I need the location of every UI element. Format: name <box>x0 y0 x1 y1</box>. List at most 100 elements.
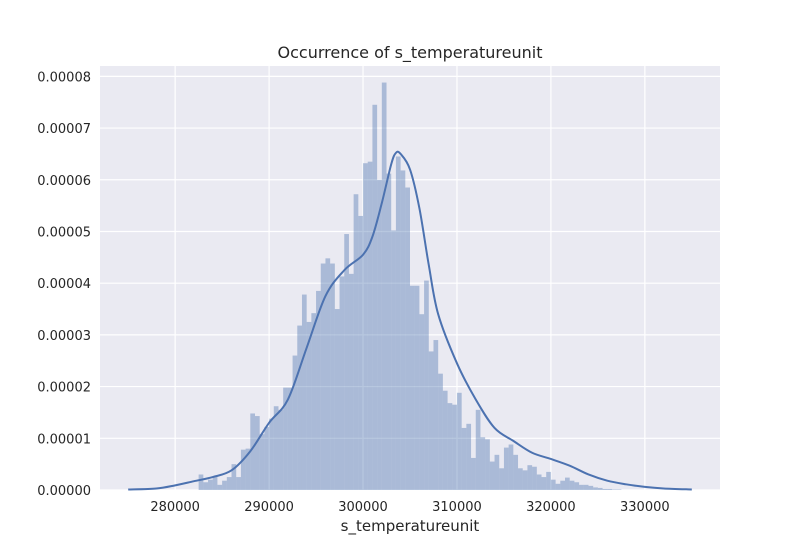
histogram-bar <box>489 461 495 490</box>
histogram-bar <box>292 355 298 490</box>
histogram-bar <box>203 482 209 490</box>
histogram-bar <box>569 480 575 490</box>
histogram-bar <box>428 351 434 490</box>
histogram-bar <box>433 340 439 490</box>
histogram-bar <box>377 179 382 490</box>
histogram-bar <box>320 263 326 490</box>
histogram-bar <box>405 187 410 490</box>
histogram-bar <box>541 477 547 490</box>
histogram-bar <box>579 484 584 490</box>
histogram-bar <box>414 285 420 490</box>
histogram-bar <box>597 487 603 490</box>
histogram-bar <box>442 390 448 490</box>
histogram-bar <box>616 489 622 490</box>
histogram-bar <box>456 392 462 490</box>
histogram-bar <box>269 418 274 490</box>
histogram-bar <box>306 321 312 490</box>
histogram-bar <box>283 387 288 490</box>
histogram-bar <box>334 309 340 490</box>
histogram-bar <box>400 170 406 490</box>
x-tick-label: 290000 <box>244 500 294 515</box>
histogram-bar <box>602 488 608 490</box>
histogram-bar <box>438 373 443 490</box>
y-tick-label: 0.00005 <box>37 225 91 240</box>
histogram-bar <box>367 161 373 490</box>
histogram-bar <box>494 454 500 490</box>
histogram-bar <box>611 489 617 490</box>
histogram-bar <box>386 173 392 491</box>
histogram-bar <box>550 479 556 490</box>
x-tick-label: 330000 <box>620 500 670 515</box>
histogram-bar <box>240 449 246 490</box>
histogram-bar <box>485 439 490 490</box>
x-tick-label: 310000 <box>432 500 482 515</box>
histogram-bar <box>358 215 364 490</box>
histogram-bar <box>536 474 542 490</box>
histogram-bar <box>231 464 237 490</box>
histogram-bar <box>546 471 551 490</box>
histogram-bar <box>391 230 396 491</box>
histogram-bar <box>588 485 594 490</box>
histogram-bar <box>217 484 223 490</box>
histogram-bar <box>461 427 467 490</box>
histogram-bar <box>363 163 368 490</box>
histogram-bar <box>447 403 453 490</box>
x-tick-label: 320000 <box>526 500 576 515</box>
y-tick-label: 0.00007 <box>37 122 91 137</box>
histogram-bar <box>245 448 251 490</box>
histogram-bar <box>325 258 331 490</box>
histogram-bar <box>513 454 519 490</box>
grid-lines <box>100 66 720 491</box>
y-tick-label: 0.00003 <box>37 329 91 344</box>
histogram-bar <box>499 468 504 490</box>
histogram-bar <box>255 416 260 490</box>
histogram-bar <box>480 437 486 490</box>
histogram-bar <box>419 314 425 490</box>
histogram-bar <box>287 387 293 490</box>
histogram-bar <box>222 480 227 490</box>
histogram-bar <box>297 325 302 490</box>
x-axis-title: s_temperatureunit <box>341 517 480 536</box>
histogram-bar <box>518 468 523 490</box>
y-tick-label: 0.00006 <box>37 174 91 189</box>
histogram-bar <box>208 479 213 490</box>
y-tick-label: 0.00001 <box>37 432 91 447</box>
x-tick-label: 280000 <box>150 500 200 515</box>
y-tick-label: 0.00008 <box>37 70 91 85</box>
histogram-bar <box>372 104 378 490</box>
histogram-bar <box>607 488 612 490</box>
histogram-bar <box>348 273 354 490</box>
y-tick-label: 0.00000 <box>37 484 91 499</box>
histogram-bar <box>381 82 387 491</box>
histogram-bar <box>259 434 265 490</box>
histogram-bar <box>353 194 359 491</box>
histogram-bar <box>583 484 589 490</box>
histogram-bar <box>503 447 509 490</box>
histogram-bar <box>226 477 232 490</box>
histogram-bars <box>198 82 622 491</box>
histogram-bar <box>471 457 476 490</box>
histogram-bar <box>264 426 270 490</box>
histogram-bar <box>532 466 537 490</box>
histogram-bar <box>250 413 255 490</box>
histogram-bar <box>574 482 580 490</box>
histogram-bar <box>410 285 415 490</box>
histogram-bar <box>339 276 345 490</box>
chart-title: Occurrence of s_temperatureunit <box>278 43 543 63</box>
histogram-bar <box>395 156 401 491</box>
histogram-bar <box>344 234 349 490</box>
histogram-bar <box>508 444 514 490</box>
y-axis-ticks: 0.00000 0.00001 0.00002 0.00003 0.00004 0.000… <box>37 70 91 499</box>
histogram-bar <box>555 483 561 490</box>
y-tick-label: 0.00002 <box>37 381 91 396</box>
histogram-bar <box>278 409 284 490</box>
x-axis-ticks: 280000 290000 300000 310000 320000 330000 <box>150 500 669 515</box>
histogram-bar <box>301 294 307 490</box>
x-tick-label: 300000 <box>338 500 388 515</box>
histogram-bar <box>452 404 457 490</box>
histogram-bar <box>527 465 533 490</box>
histogram-bar <box>565 477 570 490</box>
histogram-bar <box>198 474 204 490</box>
plot-area <box>100 66 720 490</box>
